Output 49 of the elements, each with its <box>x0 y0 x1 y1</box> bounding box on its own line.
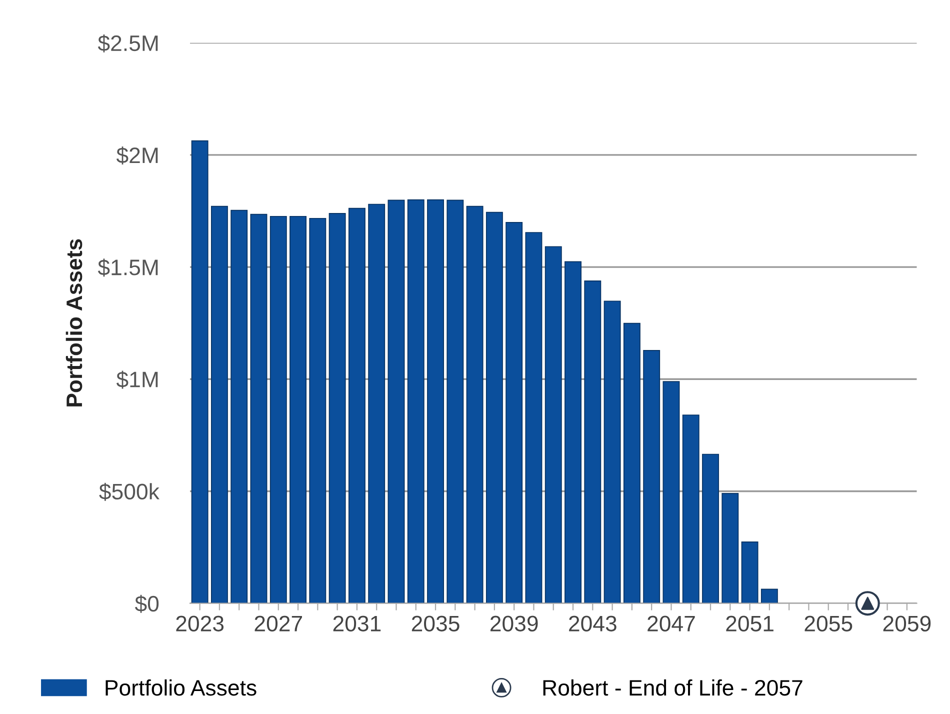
x-tick-label: 2031 <box>333 616 381 632</box>
bar <box>486 212 503 604</box>
y-tick-label: $0 <box>134 594 159 613</box>
y-tick-label: $500k <box>99 482 160 501</box>
bar <box>250 214 268 604</box>
x-tick-label: 2023 <box>176 616 224 632</box>
bar <box>191 140 208 604</box>
bar <box>407 199 424 604</box>
bar <box>643 350 660 604</box>
bar <box>623 322 640 604</box>
bar <box>348 208 366 604</box>
bar <box>230 210 248 604</box>
bar <box>328 213 346 604</box>
x-tick-label: 2051 <box>726 616 774 632</box>
bar <box>446 200 464 604</box>
bar <box>270 216 287 604</box>
bar <box>544 246 562 604</box>
bar <box>466 206 484 604</box>
bar <box>525 232 542 604</box>
x-tick-label: 2039 <box>490 616 538 632</box>
bar <box>604 300 621 604</box>
y-tick-label: $1.5M <box>98 258 158 277</box>
bar <box>702 454 719 604</box>
x-tick-label: 2043 <box>569 616 616 632</box>
y-tick-label: $2.5M <box>98 34 158 52</box>
bar <box>427 199 444 604</box>
bar <box>210 206 228 604</box>
x-tick-label: 2047 <box>648 616 695 632</box>
x-tick-label: 2027 <box>254 616 302 632</box>
bar <box>741 541 758 604</box>
bar <box>388 200 405 604</box>
bar <box>682 414 700 604</box>
bar <box>506 222 523 604</box>
x-tick-label: 2059 <box>883 616 931 632</box>
x-tick-label: 2055 <box>804 616 852 632</box>
bar <box>722 493 739 604</box>
bar <box>662 381 680 604</box>
bar <box>564 261 582 604</box>
y-axis-title: Portfolio Assets <box>66 239 82 406</box>
bar <box>760 588 778 604</box>
bar <box>584 280 602 604</box>
bar <box>368 204 386 604</box>
bar <box>290 216 307 604</box>
bar <box>309 218 326 604</box>
legend-label: Robert - End of Life - 2057 <box>543 679 802 696</box>
x-tick-label: 2035 <box>412 616 460 632</box>
y-tick-label: $1M <box>116 370 158 389</box>
legend-label: Portfolio Assets <box>106 679 256 696</box>
y-tick-label: $2M <box>116 146 158 165</box>
